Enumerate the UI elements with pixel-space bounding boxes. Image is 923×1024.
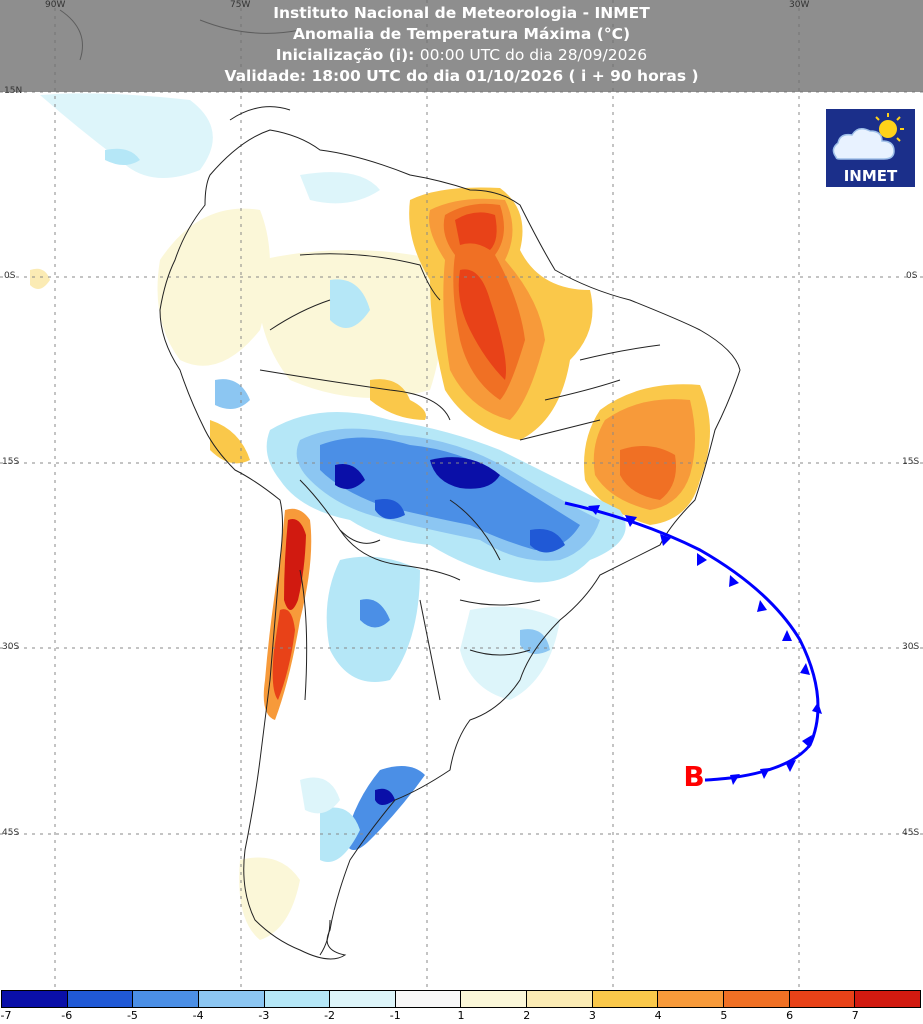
colorbar-label: 5	[720, 1009, 728, 1022]
colorbar-label: -1	[389, 1009, 401, 1022]
map-header: Instituto Nacional de Meteorologia - INM…	[0, 0, 923, 92]
lat-label-30s-left: 30S	[2, 642, 20, 652]
inmet-logo: INMET	[826, 109, 915, 187]
lat-label-15s-right: 15S	[902, 457, 920, 467]
initialization-value: 00:00 UTC do dia 28/09/2026	[419, 46, 648, 64]
colorbar-label: 3	[588, 1009, 596, 1022]
colorbar-label: 4	[654, 1009, 662, 1022]
lat-label-0s-left: 0S	[4, 271, 16, 281]
lat-label-15s-left: 15S	[2, 457, 20, 467]
lat-lon-grid	[0, 0, 923, 988]
colorbar-swatch	[395, 991, 462, 1007]
colorbar-label: -7	[0, 1009, 12, 1022]
colorbar-label: -2	[324, 1009, 336, 1022]
colorbar-label: -4	[192, 1009, 204, 1022]
anomaly-shading	[30, 93, 710, 940]
colorbar-label: -3	[258, 1009, 270, 1022]
colorbar-labels: -7 -6 -5 -4 -3 -2 -1 1 2 3 4 5 6 7	[0, 1009, 923, 1024]
colorbar-swatch	[855, 991, 920, 1007]
colorbar-swatch	[198, 991, 265, 1007]
validity-line: Validade: 18:00 UTC do dia 01/10/2026 ( …	[224, 67, 699, 85]
cold-front	[564, 501, 822, 785]
colorbar-swatch	[330, 991, 396, 1007]
colorbar-swatch	[461, 991, 528, 1007]
colorbar-swatch	[658, 991, 725, 1007]
colorbar	[1, 990, 921, 1008]
colorbar-swatch	[724, 991, 790, 1007]
colorbar-swatch	[264, 991, 331, 1007]
colorbar-label: 7	[851, 1009, 859, 1022]
logo-text: INMET	[843, 167, 898, 185]
lon-label-75w: 75W	[230, 0, 251, 10]
lat-label-15n: 15N	[4, 86, 23, 96]
initialization-label: Inicialização (i):	[275, 46, 415, 64]
country-borders	[59, 9, 741, 960]
lon-label-90w: 90W	[45, 0, 66, 10]
lat-label-30s-right: 30S	[902, 642, 920, 652]
initialization-line: Inicialização (i): 00:00 UTC do dia 28/0…	[0, 45, 923, 66]
lat-label-45s-left: 45S	[2, 828, 20, 838]
colorbar-swatch	[2, 991, 68, 1007]
colorbar-label: -6	[61, 1009, 73, 1022]
colorbar-label: 2	[523, 1009, 531, 1022]
institution-title: Instituto Nacional de Meteorologia - INM…	[273, 4, 650, 22]
colorbar-label: 6	[786, 1009, 794, 1022]
colorbar-label: 1	[457, 1009, 465, 1022]
colorbar-swatch	[592, 991, 659, 1007]
product-title: Anomalia de Temperatura Máxima (°C)	[292, 25, 631, 43]
low-pressure-label: B	[683, 760, 704, 793]
cloud-sun-icon	[832, 113, 904, 160]
colorbar-swatch	[133, 991, 199, 1007]
colorbar-swatch	[527, 991, 593, 1007]
lat-label-45s-right: 45S	[902, 828, 920, 838]
colorbar-label: -5	[126, 1009, 138, 1022]
colorbar-swatch	[789, 991, 856, 1007]
lon-label-30w: 30W	[789, 0, 810, 10]
lat-label-0s-right: 0S	[906, 271, 918, 281]
colorbar-swatch	[67, 991, 134, 1007]
